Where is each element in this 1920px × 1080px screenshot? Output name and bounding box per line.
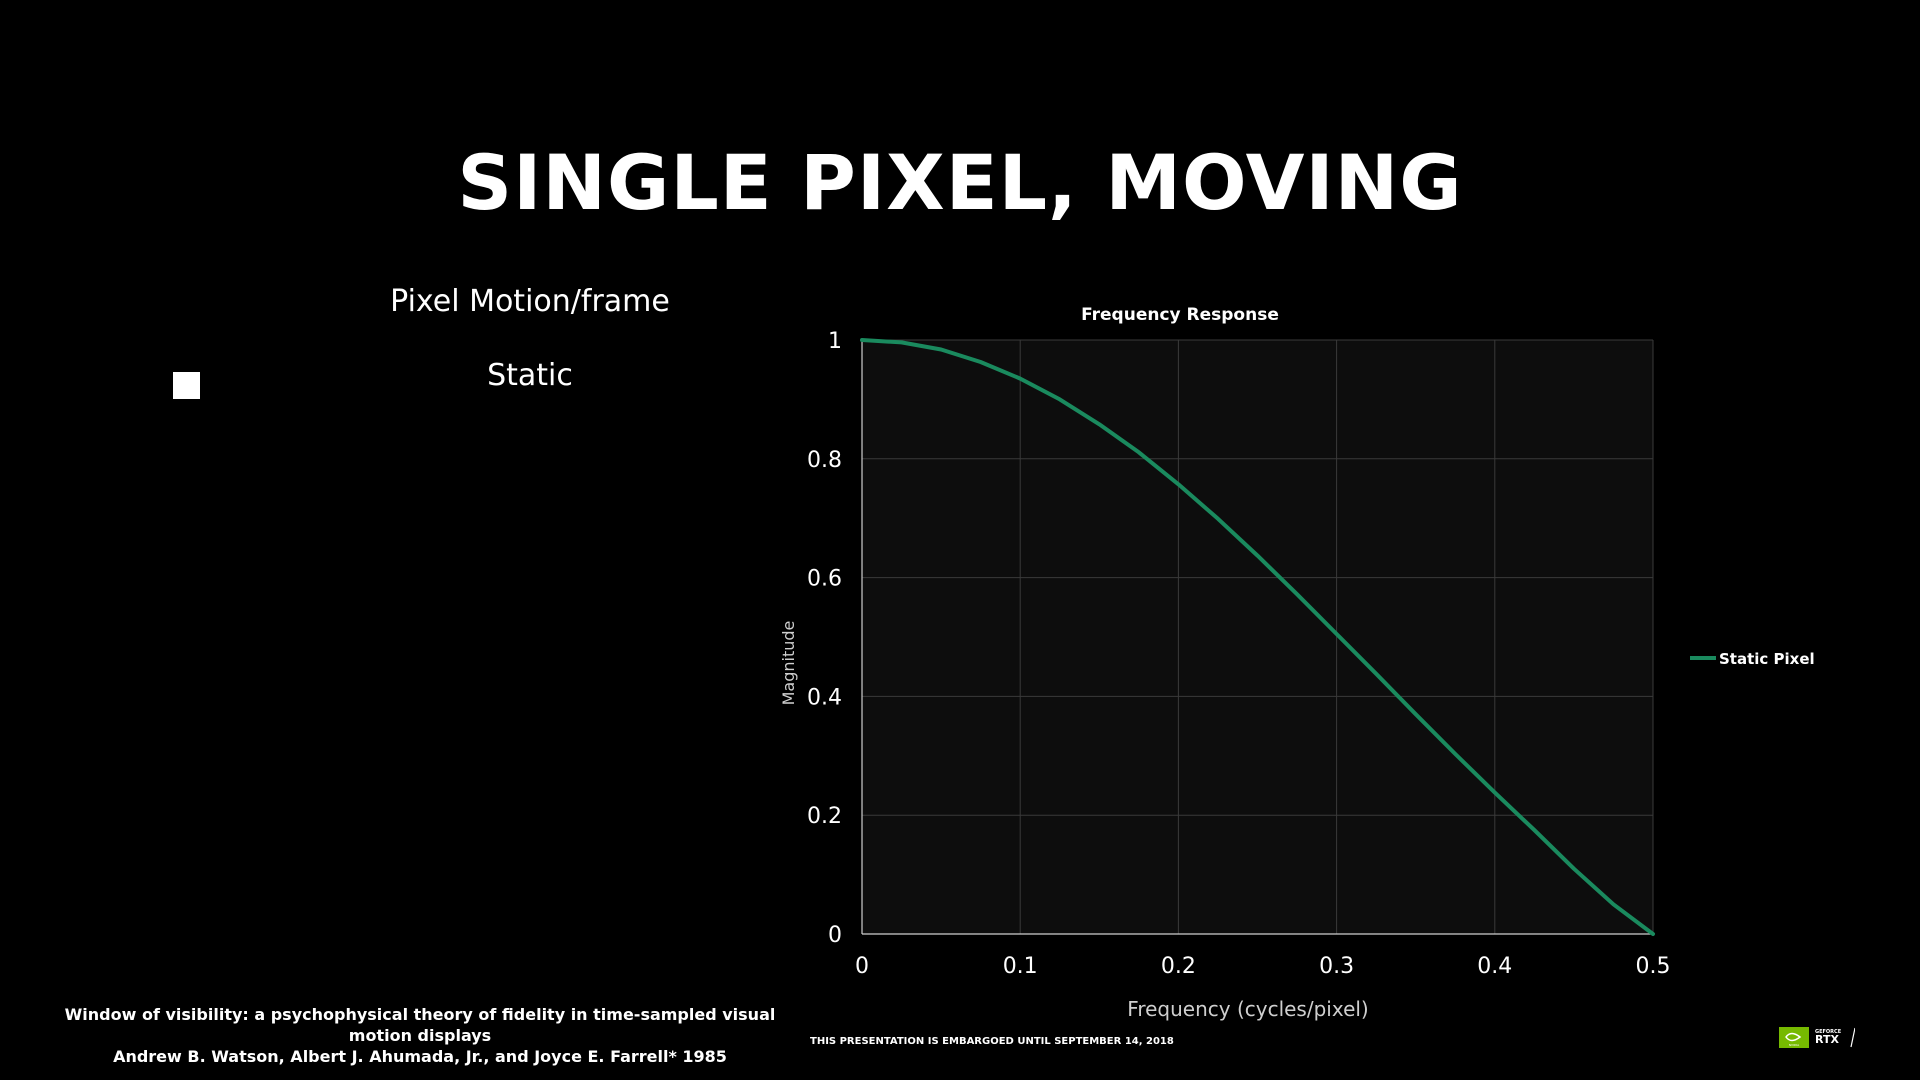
x-tick-label: 0.5 [1636, 954, 1671, 979]
y-tick-label: 0.6 [807, 567, 842, 592]
x-tick-label: 0.1 [1003, 954, 1038, 979]
x-tick-label: 0 [855, 954, 869, 979]
slide-title: SINGLE PIXEL, MOVING [457, 138, 1463, 227]
nvidia-logo-badge [1779, 1027, 1809, 1048]
geforce-wordmark: GEFORCE [1815, 1029, 1842, 1035]
y-tick-label: 0.8 [807, 448, 842, 473]
nvidia-geforce-rtx-logo: NVIDIA GEFORCE RTX [1779, 1027, 1855, 1048]
column-header: Pixel Motion/frame [390, 284, 670, 319]
y-tick-label: 0 [828, 923, 842, 948]
x-tick-label: 0.2 [1161, 954, 1196, 979]
nvidia-wordmark: NVIDIA [1789, 1043, 1800, 1047]
static-pixel-square [173, 372, 200, 399]
citation-title: Window of visibility: a psychophysical t… [64, 1005, 776, 1045]
x-axis-label: Frequency (cycles/pixel) [1127, 997, 1368, 1021]
rtx-wordmark: RTX [1815, 1033, 1839, 1046]
y-tick-label: 0.4 [807, 685, 842, 710]
citation: Window of visibility: a psychophysical t… [40, 1004, 800, 1067]
plot-area [862, 340, 1653, 934]
logo-slash [1850, 1027, 1855, 1048]
legend-label: Static Pixel [1719, 650, 1815, 668]
embargo-notice: THIS PRESENTATION IS EMBARGOED UNTIL SEP… [810, 1036, 1174, 1047]
x-tick-label: 0.3 [1319, 954, 1354, 979]
nvidia-eye-icon [1785, 1032, 1802, 1042]
citation-authors: Andrew B. Watson, Albert J. Ahumada, Jr.… [113, 1047, 727, 1066]
row-label-static: Static [487, 358, 573, 393]
y-tick-label: 1 [828, 329, 842, 354]
series-line-static-pixel [860, 338, 1655, 936]
x-tick-label: 0.4 [1477, 954, 1512, 979]
y-axis-label: Magnitude [779, 621, 798, 706]
y-tick-label: 0.2 [807, 804, 842, 829]
chart-title: Frequency Response [1081, 305, 1279, 325]
